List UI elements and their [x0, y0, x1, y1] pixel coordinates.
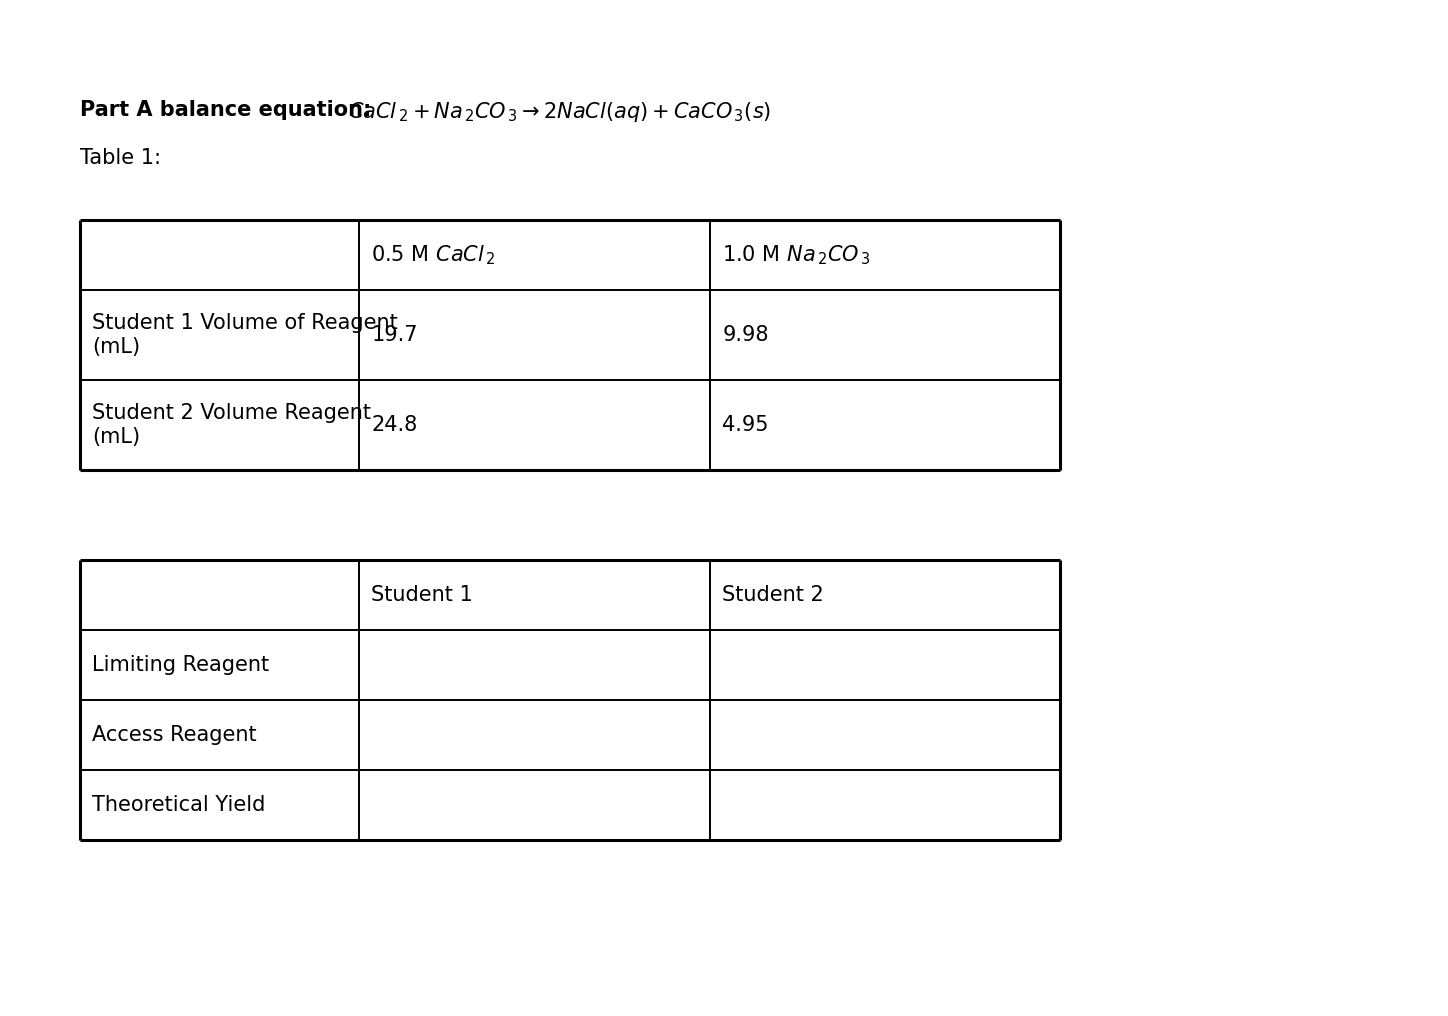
Text: 4.95: 4.95: [723, 415, 769, 435]
Text: Student 2 Volume Reagent
(mL): Student 2 Volume Reagent (mL): [93, 403, 371, 447]
Text: Access Reagent: Access Reagent: [93, 725, 256, 745]
Text: 0.5 M $\mathit{CaCl}_{\,2}$: 0.5 M $\mathit{CaCl}_{\,2}$: [371, 243, 495, 267]
Text: Student 1 Volume of Reagent
(mL): Student 1 Volume of Reagent (mL): [93, 313, 398, 357]
Text: 9.98: 9.98: [723, 325, 769, 345]
Text: Theoretical Yield: Theoretical Yield: [93, 795, 265, 815]
Text: $\mathit{CaCl}_{\,2} + \mathit{Na}_{\,2}\mathit{CO}_{\,3} \rightarrow 2\mathit{N: $\mathit{CaCl}_{\,2} + \mathit{Na}_{\,2}…: [348, 100, 772, 124]
Text: Student 1: Student 1: [371, 585, 473, 605]
Text: 1.0 M $\mathit{Na}_{\,2}\mathit{CO}_{\,3}$: 1.0 M $\mathit{Na}_{\,2}\mathit{CO}_{\,3…: [723, 243, 870, 267]
Text: Table 1:: Table 1:: [80, 148, 161, 168]
Text: Limiting Reagent: Limiting Reagent: [93, 655, 269, 675]
Text: Part A balance equation:: Part A balance equation:: [80, 100, 385, 120]
Text: 19.7: 19.7: [371, 325, 418, 345]
Text: 24.8: 24.8: [371, 415, 417, 435]
Text: Student 2: Student 2: [723, 585, 824, 605]
